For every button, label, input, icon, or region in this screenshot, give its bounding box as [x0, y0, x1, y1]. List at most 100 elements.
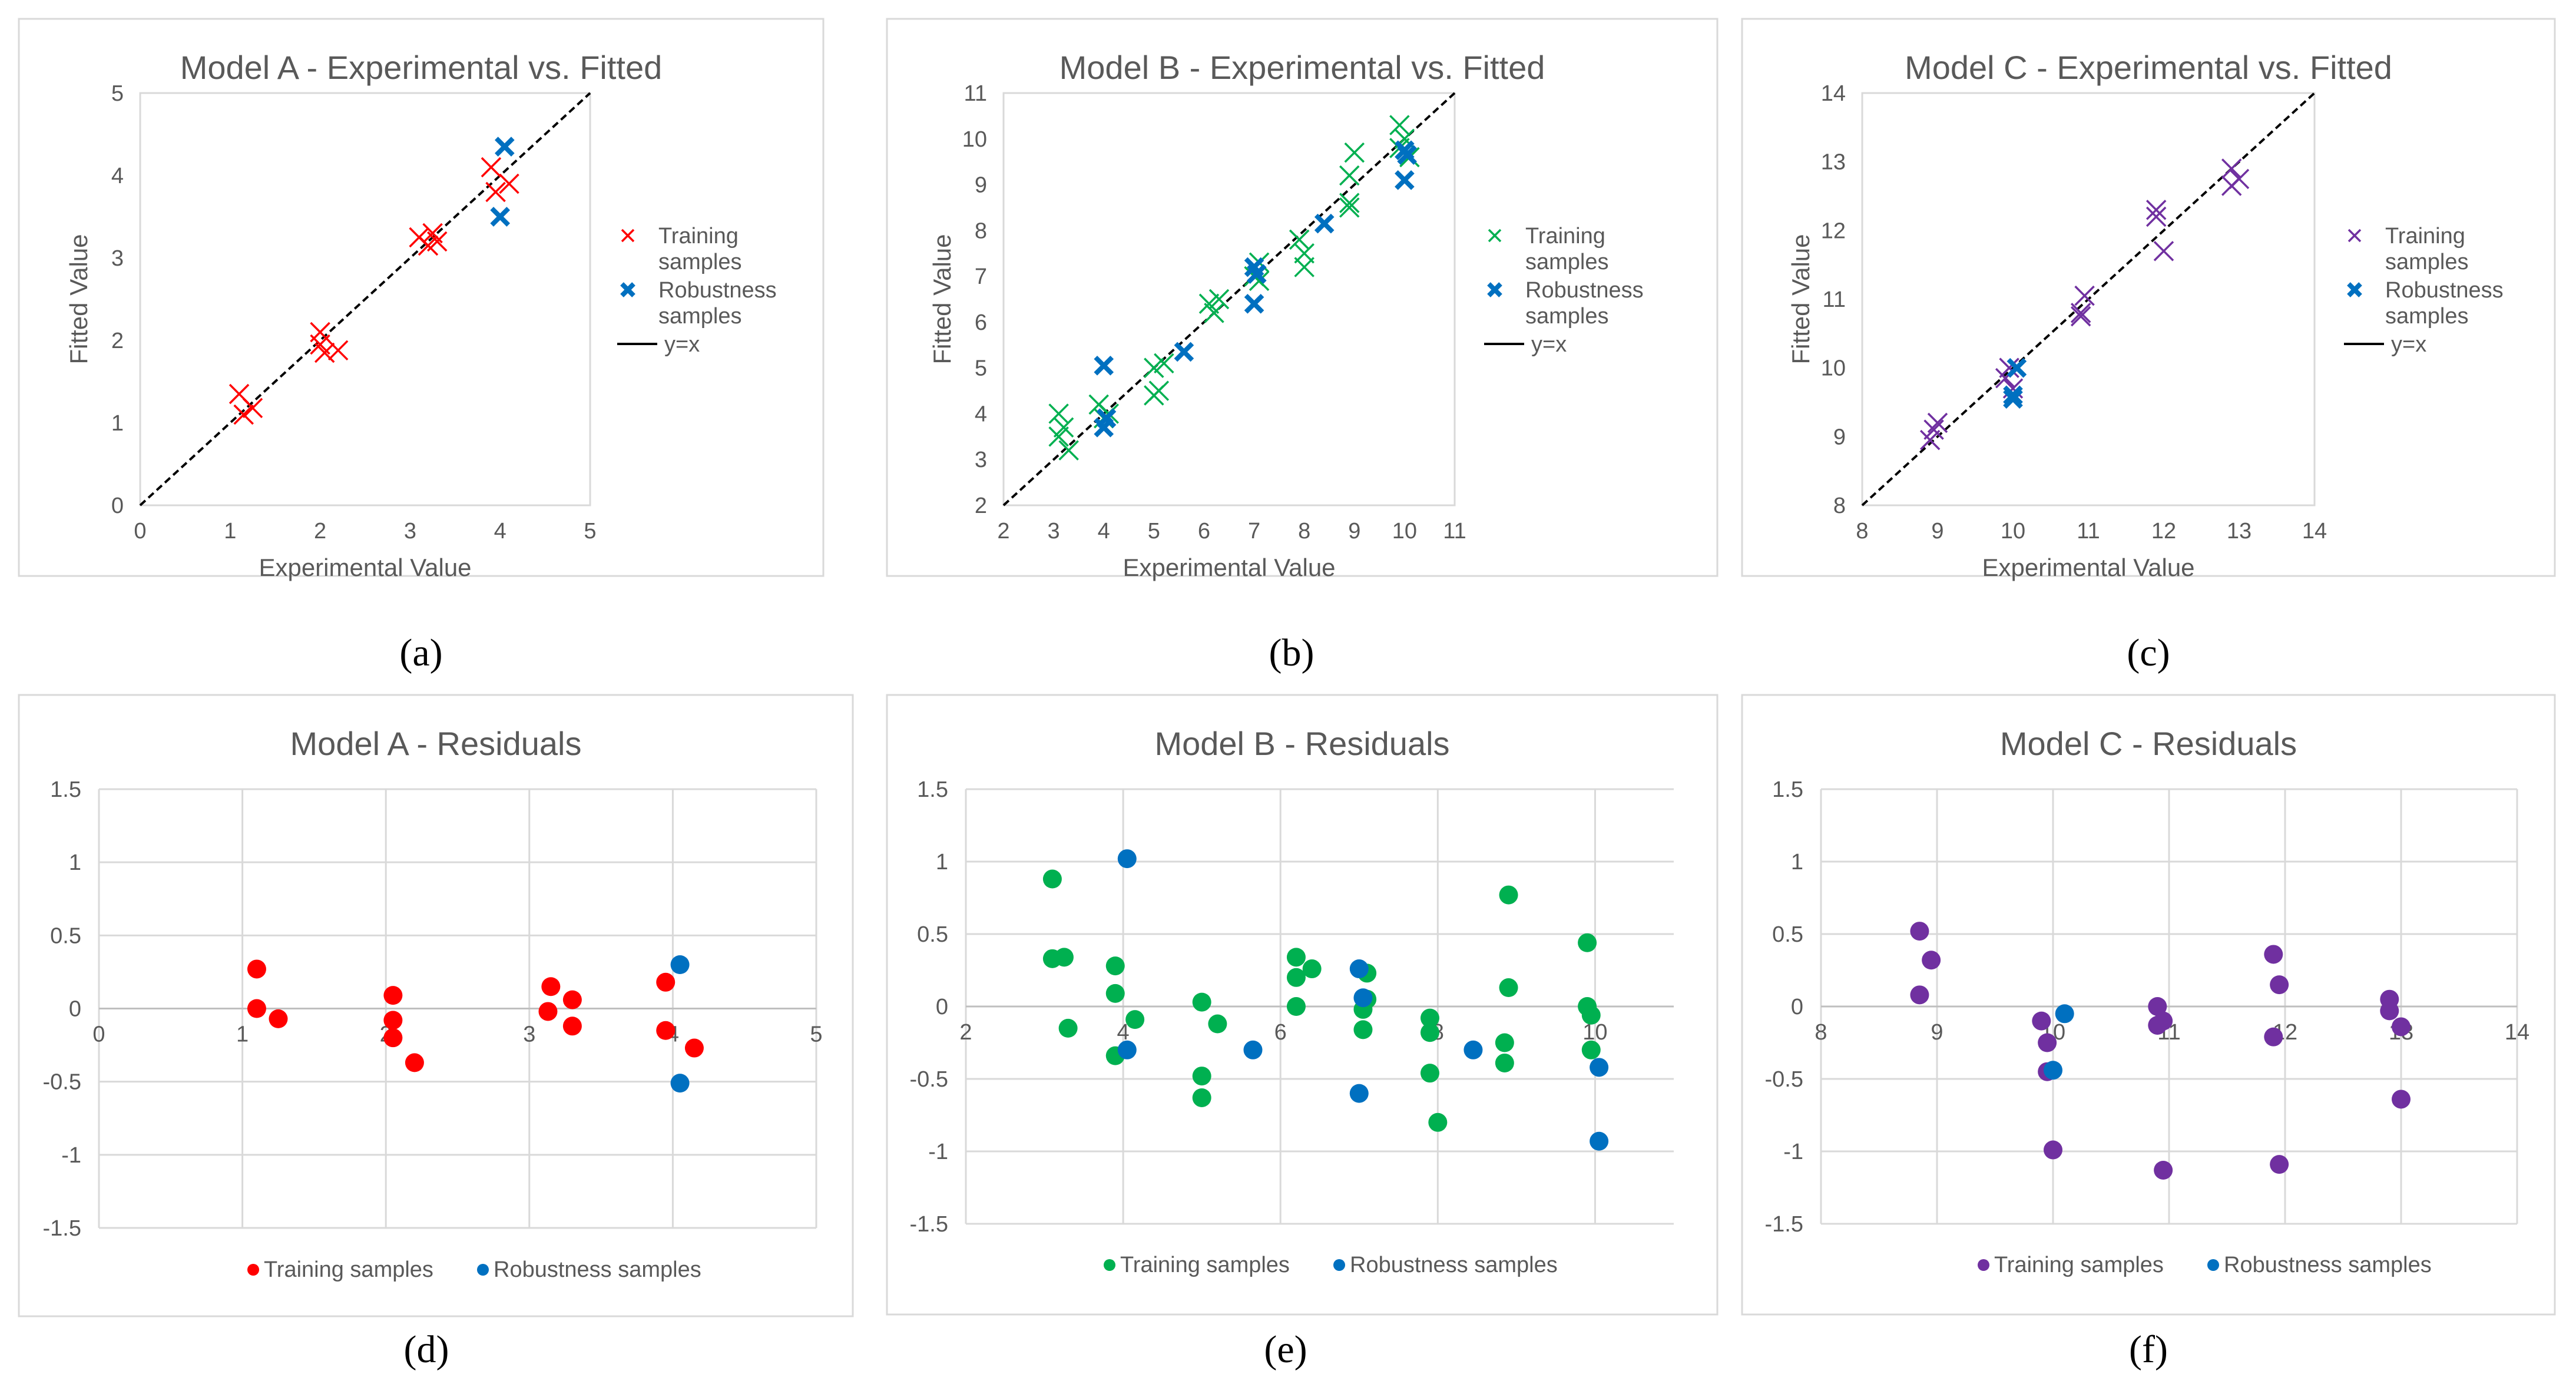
y-tick-label: 8 — [975, 218, 987, 243]
legend-marker-training — [1104, 1259, 1115, 1271]
y-tick-label: 11 — [964, 81, 987, 106]
data-point-training — [1420, 1008, 1439, 1028]
data-point-training — [2264, 945, 2283, 964]
data-point-training — [383, 986, 403, 1005]
data-point-training — [1578, 933, 1597, 952]
data-point-training-stroke — [1923, 419, 1944, 440]
data-point-training — [383, 1028, 403, 1048]
x-axis-title: Experimental Value — [1123, 554, 1335, 581]
legend-label-robustness: Robustness samples — [2385, 278, 2504, 329]
y-tick-label: 0 — [1791, 995, 1803, 1019]
data-point-robustness — [1243, 1040, 1263, 1059]
y-axis-title: Fitted Value — [1787, 234, 1815, 364]
data-point-training-stroke — [233, 404, 254, 425]
data-point-training — [269, 1009, 288, 1028]
data-point-training — [1192, 1088, 1211, 1107]
legend-line: Robustness — [658, 278, 777, 303]
data-point-training-stroke — [2221, 158, 2242, 179]
chart-title: Model B - Experimental vs. Fitted — [1059, 49, 1545, 86]
chart-title: Model A - Residuals — [290, 725, 582, 762]
data-point-training-stroke — [1927, 412, 1948, 433]
plot-area — [1861, 92, 2316, 506]
data-point-training — [2032, 1011, 2051, 1031]
data-point-training — [2264, 1027, 2283, 1047]
data-point-robustness — [670, 955, 690, 974]
y-tick-label: 1.5 — [917, 777, 948, 802]
data-point-robustness-stroke — [1395, 170, 1415, 190]
data-point-training — [1581, 1005, 1601, 1025]
y-axis-title: Fitted Value — [65, 234, 92, 364]
data-point-training — [1058, 1018, 1078, 1038]
x-tick-label: 2 — [959, 1020, 972, 1045]
x-axis-title: Experimental Value — [259, 554, 471, 581]
data-point-training — [1286, 968, 1306, 987]
panel-label: (a) — [399, 631, 442, 674]
y-tick-label: 0.5 — [917, 922, 948, 947]
data-point-training — [1353, 1020, 1373, 1039]
legend-label-training: Training samples — [264, 1257, 433, 1282]
data-point-training-stroke — [2145, 200, 2167, 220]
data-point-training — [1910, 922, 1929, 941]
y-tick-label: 2 — [111, 329, 124, 353]
chart-panel-c: Model C - Experimental vs. Fitted 8 9 10 11 1… — [1741, 18, 2556, 581]
data-point-robustness-stroke — [2007, 357, 2027, 378]
y-tick-label: 3 — [975, 448, 987, 472]
legend-line: samples — [2385, 304, 2469, 329]
data-point-training — [1192, 992, 1211, 1012]
y-tick-label: -0.5 — [1765, 1067, 1803, 1092]
y-tick-label: 10 — [962, 127, 987, 152]
plot-area — [139, 92, 591, 506]
y-tick-label: 1 — [1791, 850, 1803, 875]
data-point-training — [1208, 1014, 1227, 1034]
y-tick-label: -1.5 — [910, 1212, 948, 1237]
data-point-training — [684, 1038, 704, 1058]
x-tick-label: 0 — [92, 1022, 105, 1047]
legend-label-fit: y=x — [2391, 332, 2426, 357]
data-point-robustness — [1590, 1058, 1609, 1077]
y-tick-label: 4 — [111, 164, 124, 188]
data-point-training — [2044, 1140, 2062, 1160]
data-point-training — [2038, 1033, 2057, 1052]
data-point-robustness — [670, 1074, 690, 1093]
data-point-training — [2148, 1015, 2167, 1035]
data-point-training — [562, 1016, 582, 1036]
y-tick-label: 12 — [1821, 218, 1846, 243]
legend-line: Robustness — [2385, 278, 2504, 303]
data-point-training-stroke — [1154, 353, 1174, 374]
y-tick-label: 1.5 — [1772, 777, 1803, 802]
data-point-training — [405, 1053, 424, 1072]
data-point-training — [541, 977, 561, 996]
x-tick-label: 4 — [494, 519, 506, 544]
panel-label: (f) — [2129, 1328, 2168, 1371]
data-point-robustness-stroke — [2003, 385, 2023, 406]
data-point-training-stroke — [1249, 270, 1270, 292]
data-point-training-stroke — [427, 231, 448, 252]
x-tick-label: 2 — [997, 519, 1009, 544]
x-tick-label: 6 — [1274, 1020, 1287, 1045]
data-point-training-stroke — [242, 398, 263, 419]
legend-label-robustness: Robustness samples — [1525, 278, 1644, 329]
data-point-training — [1499, 978, 1518, 998]
data-point-robustness-stroke — [1174, 342, 1194, 362]
panel-label: (d) — [404, 1328, 449, 1371]
data-point-training — [656, 1021, 676, 1040]
data-point-training — [1302, 959, 1322, 979]
data-point-training-stroke — [327, 340, 349, 361]
data-point-training — [1286, 997, 1306, 1016]
y-tick-label: 6 — [975, 310, 987, 335]
legend-marker-robustness — [477, 1264, 489, 1276]
y-tick-label: -0.5 — [43, 1070, 81, 1095]
x-tick-label: 3 — [523, 1022, 535, 1047]
y-tick-label: -1.5 — [43, 1216, 81, 1241]
data-point-training — [1428, 1112, 1448, 1132]
y-tick-label: 0 — [936, 995, 948, 1019]
x-tick-label: 9 — [1931, 1020, 1943, 1045]
y-tick-label: 8 — [1833, 494, 1846, 518]
x-tick-label: 10 — [1392, 519, 1417, 544]
data-point-robustness-stroke — [1246, 264, 1267, 284]
legend-line: samples — [2385, 250, 2469, 274]
legend: Training samples Robustness samples — [1104, 1253, 1558, 1277]
data-point-training — [247, 999, 266, 1018]
